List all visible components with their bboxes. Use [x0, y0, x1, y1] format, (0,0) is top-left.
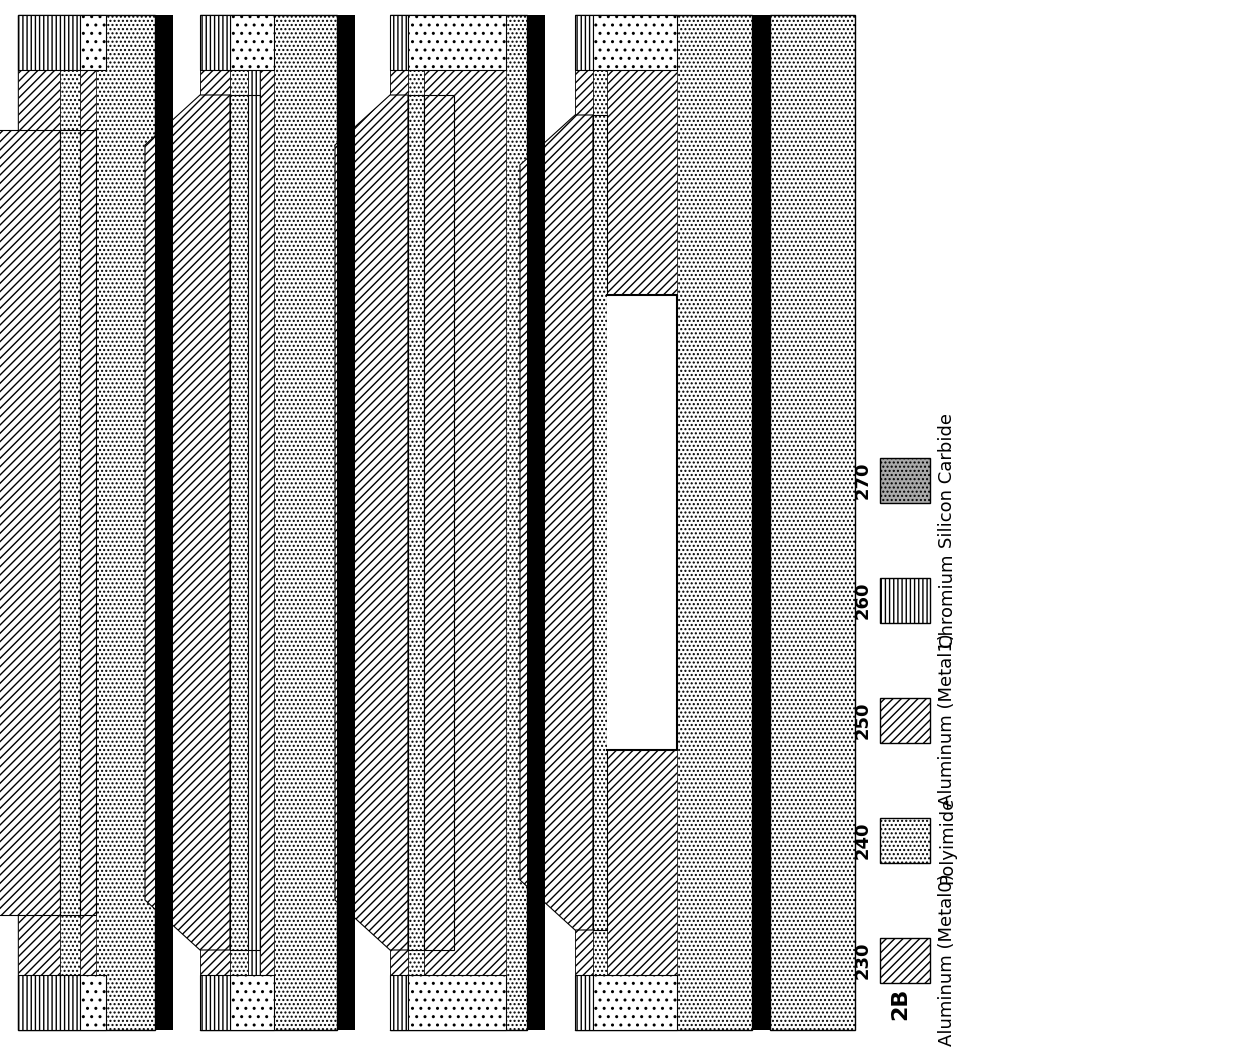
Polygon shape	[408, 95, 424, 950]
Bar	[19, 15, 81, 70]
Text: Aluminum (Metal0): Aluminum (Metal0)	[937, 874, 956, 1047]
Polygon shape	[520, 115, 593, 930]
Bar	[575, 15, 593, 1030]
Bar	[408, 975, 506, 1030]
Bar	[200, 15, 229, 70]
Text: 230: 230	[854, 942, 872, 978]
Polygon shape	[335, 95, 408, 950]
Bar	[527, 15, 546, 1030]
Bar	[880, 938, 930, 983]
Bar	[751, 15, 770, 1030]
Text: 260: 260	[854, 582, 872, 619]
Bar	[880, 697, 930, 743]
Bar	[546, 15, 575, 1030]
Bar	[248, 15, 260, 1030]
Bar	[229, 15, 274, 70]
Bar	[81, 15, 105, 70]
Bar	[81, 130, 95, 915]
Polygon shape	[145, 95, 229, 950]
Polygon shape	[229, 95, 248, 950]
Bar	[391, 15, 527, 1030]
Polygon shape	[248, 95, 260, 950]
Bar	[608, 750, 677, 1030]
Text: Chromium: Chromium	[937, 553, 956, 647]
Bar	[81, 15, 95, 1030]
Bar	[200, 15, 229, 1030]
Bar	[19, 15, 155, 1030]
Bar	[880, 578, 930, 623]
Bar	[408, 15, 506, 70]
Text: Aluminum (Metal1): Aluminum (Metal1)	[937, 633, 956, 807]
Bar	[880, 818, 930, 863]
Bar	[60, 15, 81, 1030]
Bar	[608, 15, 677, 295]
Text: 270: 270	[854, 461, 872, 499]
Bar	[593, 975, 677, 1030]
Bar	[81, 975, 105, 1030]
Text: 250: 250	[854, 702, 872, 739]
Bar	[155, 15, 174, 1030]
Bar	[770, 15, 856, 1030]
Polygon shape	[593, 115, 608, 930]
Bar	[19, 15, 60, 1030]
Bar	[60, 130, 81, 915]
Bar	[608, 295, 677, 750]
Bar	[229, 15, 248, 1030]
Bar	[174, 15, 200, 1030]
Bar	[200, 15, 337, 1030]
Bar	[575, 15, 593, 70]
Bar	[391, 975, 408, 1030]
Bar	[200, 975, 229, 1030]
Text: Silicon Carbide: Silicon Carbide	[937, 412, 956, 547]
Bar	[260, 15, 274, 1030]
Bar	[19, 975, 81, 1030]
Bar	[408, 15, 424, 1030]
Bar	[229, 975, 274, 1030]
Bar	[391, 15, 408, 70]
Text: 2B: 2B	[890, 988, 910, 1020]
Bar	[355, 15, 391, 1030]
Polygon shape	[424, 95, 454, 950]
Bar	[424, 15, 506, 1030]
Bar	[575, 15, 751, 1030]
Bar	[391, 15, 408, 1030]
Text: 240: 240	[854, 822, 872, 858]
Bar	[593, 15, 608, 1030]
Bar	[593, 15, 677, 70]
Text: Polyimide: Polyimide	[937, 796, 956, 884]
Bar	[337, 15, 355, 1030]
Bar	[575, 975, 593, 1030]
Bar	[0, 130, 60, 915]
Bar	[880, 458, 930, 503]
